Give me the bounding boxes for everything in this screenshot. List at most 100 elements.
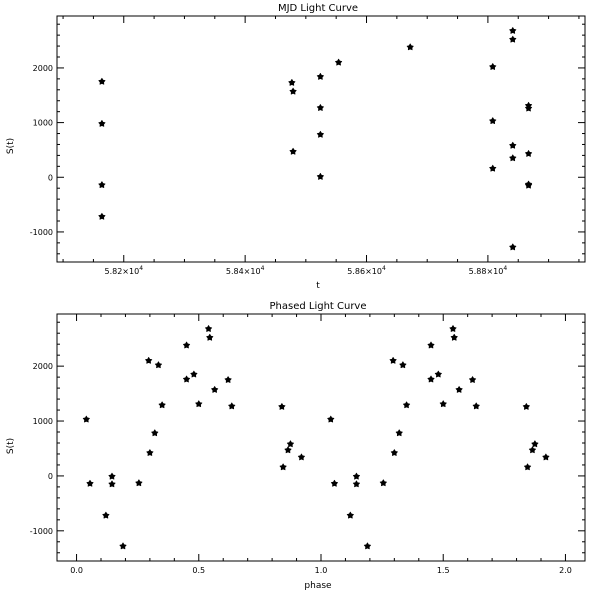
phased-light-curve-data-point xyxy=(183,375,191,383)
phased-light-curve-data-point xyxy=(389,356,397,364)
phased-light-curve-data-point xyxy=(279,463,287,471)
phased-light-curve-data-point xyxy=(154,361,162,369)
mjd-light-curve-data-point xyxy=(525,104,533,112)
phased-light-curve-data-point xyxy=(211,386,219,393)
phased-light-curve-title: Phased Light Curve xyxy=(269,301,366,312)
phased-light-curve-data-point xyxy=(297,453,305,461)
mjd-light-curve-data-point xyxy=(316,104,324,111)
phased-light-curve-data-point xyxy=(469,376,477,383)
mjd-light-curve-data-point xyxy=(489,117,497,125)
phased-light-curve-data-point xyxy=(434,370,442,378)
mjd-light-curve-data-point xyxy=(289,147,297,155)
mjd-light-curve-y-tick-label: 0 xyxy=(48,173,53,182)
mjd-light-curve-data-point xyxy=(335,58,343,66)
phased-light-curve-data-point xyxy=(228,402,236,410)
mjd-light-curve-x-tick-label: 5.82×104 xyxy=(104,265,143,276)
phased-light-curve-data-point xyxy=(352,480,360,488)
phased-light-curve-x-tick-label: 1.5 xyxy=(437,566,450,575)
phased-light-curve-data-point xyxy=(102,511,110,519)
mjd-light-curve-data-point xyxy=(316,130,324,138)
phased-light-curve-data-point xyxy=(108,472,116,480)
phased-light-curve-data-point xyxy=(224,376,232,383)
phased-light-curve-data-point xyxy=(135,479,143,487)
phased-light-curve-y-tick-label: 0 xyxy=(48,472,53,481)
mjd-light-curve-data-point xyxy=(289,87,297,95)
phased-light-curve-data-point xyxy=(427,375,435,383)
mjd-light-curve-data-point xyxy=(525,181,533,189)
phased-light-curve-x-tick-label: 1.0 xyxy=(315,566,328,575)
phased-light-curve-y-tick-label: -1000 xyxy=(30,527,53,536)
phased-light-curve-data-point xyxy=(427,341,435,349)
mjd-light-curve-data-point xyxy=(98,181,106,188)
mjd-light-curve-data-point xyxy=(509,154,517,162)
phased-light-curve-data-point xyxy=(522,403,530,410)
phased-light-curve-data-point xyxy=(327,415,335,423)
mjd-light-curve-xlabel: t xyxy=(316,281,320,291)
phased-light-curve-y-tick-label: 2000 xyxy=(33,362,53,371)
mjd-light-curve-data-point xyxy=(316,72,324,80)
phased-light-curve-xlabel: phase xyxy=(304,581,332,591)
phased-light-curve-frame xyxy=(56,313,586,562)
phased-light-curve-data-point xyxy=(531,440,539,448)
mjd-light-curve-data-point xyxy=(509,141,517,149)
phased-light-curve-data-point xyxy=(450,333,458,341)
mjd-light-curve-data-point xyxy=(316,173,324,180)
phased-light-curve-data-point xyxy=(455,386,463,393)
phased-light-curve-data-point xyxy=(352,472,360,480)
mjd-light-curve-x-tick-label: 5.86×104 xyxy=(347,265,386,276)
mjd-light-curve-data-point xyxy=(406,43,414,51)
mjd-light-curve-x-tick-label: 5.88×104 xyxy=(469,265,508,276)
phased-light-curve-data-point xyxy=(108,480,116,488)
mjd-light-curve-x-tick-label: 5.84×104 xyxy=(226,265,265,276)
mjd-light-curve-ylabel: S(t) xyxy=(6,138,16,154)
phased-light-curve-data-point xyxy=(399,361,407,369)
phased-light-curve-data-point xyxy=(284,446,292,454)
mjd-light-curve-data-point xyxy=(509,35,517,43)
phased-light-curve-panel: Phased Light Curve phase S(t) 0.0 0.5 1.0 1… xyxy=(6,301,586,591)
phased-light-curve-data-point xyxy=(86,479,94,487)
phased-light-curve-data-point xyxy=(363,542,371,550)
mjd-light-curve-y-tick-label: 2000 xyxy=(33,64,53,73)
phased-light-curve-data-point xyxy=(205,325,213,332)
phased-light-curve-data-point xyxy=(449,325,457,332)
phased-light-curve-data-point xyxy=(158,401,166,409)
mjd-light-curve-data-point xyxy=(525,150,533,157)
phased-light-curve-data-point xyxy=(472,402,480,410)
phased-light-curve-y-tick-label: 1000 xyxy=(33,417,53,426)
mjd-light-curve-title: MJD Light Curve xyxy=(278,3,358,14)
mjd-light-curve-data-point xyxy=(489,164,497,172)
mjd-light-curve-data-point xyxy=(509,243,517,251)
mjd-light-curve-data-point xyxy=(489,63,497,70)
phased-light-curve-data-point xyxy=(390,449,398,456)
phased-light-curve-data-point xyxy=(146,449,154,456)
phased-light-curve-data-point xyxy=(330,479,338,487)
phased-light-curve-data-point xyxy=(183,341,191,349)
phased-light-curve-data-point xyxy=(195,400,203,408)
mjd-light-curve-y-tick-label: 1000 xyxy=(33,119,53,128)
phased-light-curve-data-point xyxy=(145,356,153,364)
phased-light-curve-ylabel: S(t) xyxy=(6,438,16,454)
phased-light-curve-data-point xyxy=(524,463,532,471)
phased-light-curve-data-point xyxy=(379,479,387,487)
mjd-light-curve-panel: MJD Light Curve t S(t) 5.82×104 5.84×104 5… xyxy=(6,3,586,291)
phased-light-curve-data-point xyxy=(190,370,198,378)
phased-light-curve-x-tick-label: 2.0 xyxy=(559,566,572,575)
phased-light-curve-data-point xyxy=(286,440,294,448)
phased-light-curve-data-point xyxy=(278,403,286,410)
phased-light-curve-data-point xyxy=(395,429,403,437)
phased-light-curve-data-point xyxy=(119,542,127,550)
mjd-light-curve-y-tick-label: -1000 xyxy=(30,228,53,237)
phased-light-curve-data-point xyxy=(151,429,159,437)
phased-light-curve-data-point xyxy=(82,415,90,423)
mjd-light-curve-data-point xyxy=(98,212,106,220)
phased-light-curve-data-point xyxy=(439,400,447,408)
mjd-light-curve-data-point xyxy=(98,119,106,127)
mjd-light-curve-data-point xyxy=(509,27,517,34)
phased-light-curve-data-point xyxy=(206,333,214,341)
phased-light-curve-x-tick-label: 0.5 xyxy=(192,566,205,575)
mjd-light-curve-data-point xyxy=(98,77,106,85)
phased-light-curve-data-point xyxy=(346,511,354,519)
mjd-light-curve-frame xyxy=(56,15,586,263)
